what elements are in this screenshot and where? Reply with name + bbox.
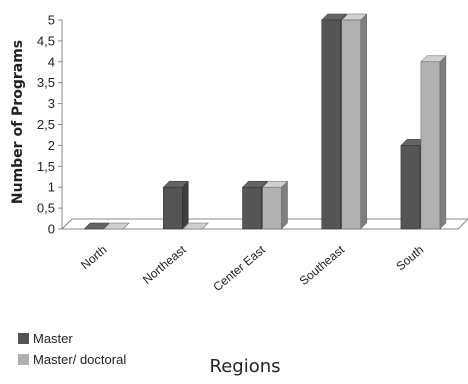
bar-master-doctoral-southeast [341, 13, 368, 230]
legend-label: Master [33, 331, 73, 346]
bar-master-doctoral-northeast [182, 222, 209, 230]
bar-master-doctoral-center-east [261, 180, 289, 230]
bar-master-northeast [162, 180, 189, 230]
y-tick-label: 3,5 [37, 75, 55, 90]
legend: Master Master/ doctoral [18, 331, 126, 367]
bar-master-north [83, 222, 110, 230]
y-tick-label: 3 [48, 96, 55, 111]
legend-swatch [18, 333, 29, 344]
y-tick-label: 5 [48, 13, 55, 28]
y-tick-label: 1 [48, 180, 55, 195]
x-category-label: Northeast [140, 242, 189, 287]
x-category-label: Center East [210, 242, 268, 294]
x-axis-label: Regions [210, 356, 281, 377]
x-category-label: North [78, 243, 109, 273]
y-tick-label: 1,5 [37, 159, 55, 174]
y-tick-label: 2,5 [37, 117, 55, 132]
y-tick-label: 2 [48, 138, 55, 153]
x-category-label: Southeast [297, 242, 348, 288]
legend-swatch [18, 354, 29, 365]
y-tick-label: 4 [48, 54, 55, 69]
y-tick-label: 0,5 [37, 201, 55, 216]
y-tick-label: 0 [48, 222, 55, 237]
bar-master-doctoral-north [103, 222, 130, 230]
legend-label: Master/ doctoral [33, 352, 126, 367]
bar-master-doctoral-south [420, 55, 447, 230]
y-axis-label: Number of Programs [10, 40, 26, 204]
y-tick-label: 4,5 [37, 33, 55, 48]
x-category-label: South [393, 243, 426, 274]
